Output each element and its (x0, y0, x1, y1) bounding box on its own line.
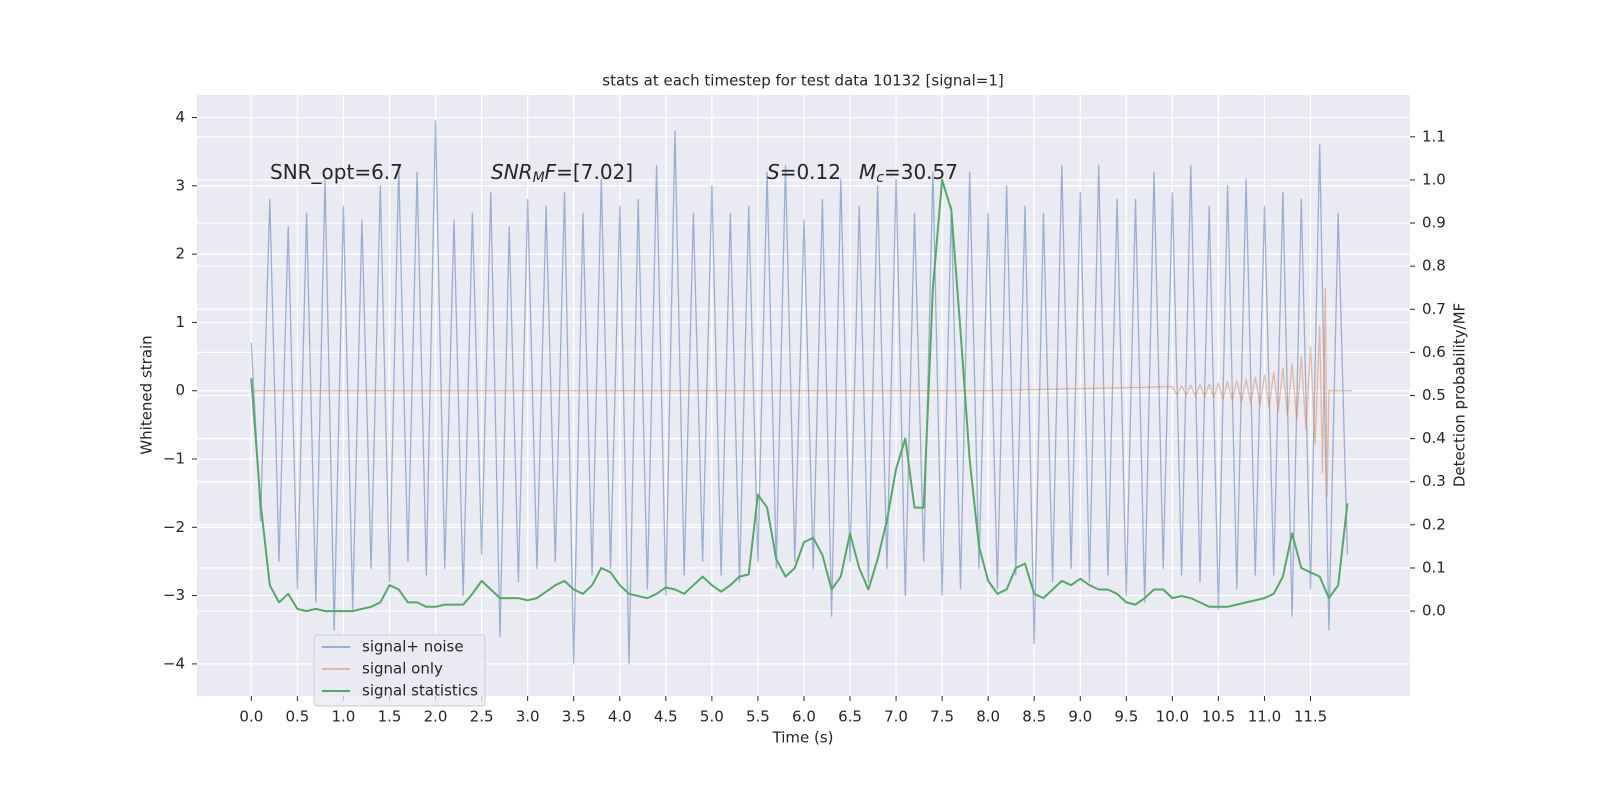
chart-title: stats at each timestep for test data 101… (602, 72, 1003, 90)
x-tick-label: 1.0 (332, 708, 356, 726)
x-tick-label: 3.5 (562, 708, 586, 726)
x-tick-label: 8.0 (976, 708, 1000, 726)
annotation-part: S (767, 160, 780, 184)
x-tick-label: 5.5 (746, 708, 770, 726)
annotation-part: M (859, 160, 876, 184)
x-tick-label: 0.0 (239, 708, 263, 726)
annotation-part: SNR (491, 160, 533, 184)
x-tick-label: 7.0 (884, 708, 908, 726)
annotation-part: =[7.02] (556, 160, 633, 184)
annotation-part: F (545, 160, 557, 184)
x-tick-label: 10.5 (1202, 708, 1235, 726)
x-tick-label: 9.0 (1068, 708, 1092, 726)
x-tick-label: 7.5 (930, 708, 954, 726)
x-tick-label: 2.0 (424, 708, 448, 726)
y-tick-label: −3 (163, 586, 185, 604)
x-tick-label: 3.0 (516, 708, 540, 726)
annotation-part: =30.57 (884, 160, 958, 184)
y2-tick-label: 0.8 (1422, 257, 1446, 275)
x-tick-label: 8.5 (1022, 708, 1046, 726)
y2-tick-label: 1.1 (1422, 127, 1446, 145)
legend-label: signal+ noise (362, 638, 464, 656)
y-tick-label: −1 (163, 450, 185, 468)
x-tick-label: 11.5 (1294, 708, 1327, 726)
annotation-part: M (533, 170, 545, 186)
legend: signal+ noise signal only signal statistic… (313, 634, 486, 707)
y2-tick-label: 0.7 (1422, 300, 1446, 318)
x-tick-label: 1.5 (378, 708, 402, 726)
x-tick-label: 4.5 (654, 708, 678, 726)
y-tick-label: −2 (163, 518, 185, 536)
series-line (251, 287, 1352, 498)
y-tick-label: 1 (175, 313, 185, 331)
y2-axis-label: Detection probability/MF (1451, 303, 1469, 487)
series-line (250, 178, 1349, 613)
y2-tick-label: 0.0 (1422, 602, 1446, 620)
annotation: SNR_opt=6.7 (270, 160, 403, 184)
y-tick-label: 0 (175, 381, 185, 399)
y2-tick-label: 0.3 (1422, 472, 1446, 490)
x-tick-label: 6.5 (838, 708, 862, 726)
annotation-part: SNR_opt=6.7 (270, 160, 403, 184)
annotation: Mc=30.57 (859, 160, 958, 187)
y2-tick-label: 0.2 (1422, 515, 1446, 533)
legend-box (313, 634, 486, 707)
y2-tick-label: 0.9 (1422, 214, 1446, 232)
x-tick-label: 9.5 (1114, 708, 1138, 726)
annotation: SNRMF=[7.02] (491, 160, 633, 187)
y2-tick-label: 0.1 (1422, 558, 1446, 576)
annotation-part: c (876, 170, 884, 186)
x-tick-label: 2.5 (470, 708, 494, 726)
x-tick-label: 6.0 (792, 708, 816, 726)
x-tick-label: 10.0 (1156, 708, 1189, 726)
x-tick-label: 4.0 (608, 708, 632, 726)
annotation: S=0.12 (767, 160, 841, 184)
annotation-part: =0.12 (780, 160, 841, 184)
x-tick-label: 5.0 (700, 708, 724, 726)
x-tick-label: 0.5 (285, 708, 309, 726)
legend-label: signal only (362, 660, 443, 678)
y-tick-label: 4 (175, 108, 185, 126)
y2-tick-label: 1.0 (1422, 170, 1446, 188)
x-tick-label: 11.0 (1248, 708, 1281, 726)
y-tick-label: −4 (163, 654, 185, 672)
marks (250, 120, 1352, 665)
legend-label: signal statistics (362, 682, 478, 700)
y2-tick-label: 0.5 (1422, 386, 1446, 404)
y-axis-label: Whitened strain (138, 335, 156, 454)
y2-tick-label: 0.6 (1422, 343, 1446, 361)
x-axis-label: Time (s) (772, 729, 834, 747)
y2-tick-label: 0.4 (1422, 429, 1446, 447)
y-tick-label: 3 (175, 176, 185, 194)
y-tick-label: 2 (175, 245, 185, 263)
